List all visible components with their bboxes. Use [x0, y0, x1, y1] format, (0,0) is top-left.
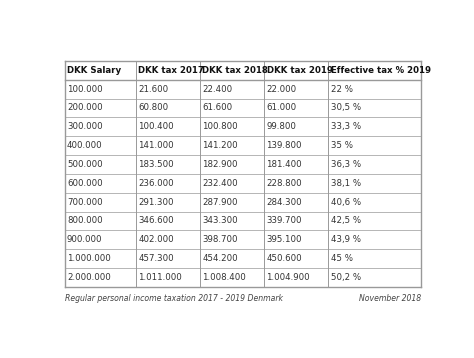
Text: 1.008.400: 1.008.400: [202, 273, 246, 282]
Text: 36,3 %: 36,3 %: [331, 160, 361, 169]
Text: 42,5 %: 42,5 %: [331, 217, 361, 226]
Text: 200.000: 200.000: [67, 103, 102, 112]
Text: 339.700: 339.700: [266, 217, 302, 226]
Text: 33,3 %: 33,3 %: [331, 122, 361, 131]
Text: 60.800: 60.800: [138, 103, 168, 112]
Text: 50,2 %: 50,2 %: [331, 273, 361, 282]
Text: 398.700: 398.700: [202, 235, 238, 244]
Text: DKK Salary: DKK Salary: [67, 66, 121, 75]
Text: DKK tax 2017: DKK tax 2017: [138, 66, 204, 75]
Text: 30,5 %: 30,5 %: [331, 103, 361, 112]
Text: 22.400: 22.400: [202, 84, 232, 94]
Text: 900.000: 900.000: [67, 235, 102, 244]
Text: 1.000.000: 1.000.000: [67, 254, 111, 263]
Text: 346.600: 346.600: [138, 217, 174, 226]
Text: 182.900: 182.900: [202, 160, 238, 169]
Text: 1.004.900: 1.004.900: [266, 273, 310, 282]
Text: 454.200: 454.200: [202, 254, 238, 263]
Text: 395.100: 395.100: [266, 235, 302, 244]
Text: 100.400: 100.400: [138, 122, 174, 131]
Text: 45 %: 45 %: [331, 254, 353, 263]
Text: 343.300: 343.300: [202, 217, 238, 226]
Text: 21.600: 21.600: [138, 84, 168, 94]
Text: 600.000: 600.000: [67, 179, 102, 188]
Text: 141.200: 141.200: [202, 141, 238, 150]
Text: 228.800: 228.800: [266, 179, 302, 188]
Text: 300.000: 300.000: [67, 122, 102, 131]
Text: 181.400: 181.400: [266, 160, 302, 169]
Text: 700.000: 700.000: [67, 198, 102, 207]
Text: 35 %: 35 %: [331, 141, 353, 150]
Text: 450.600: 450.600: [266, 254, 302, 263]
Text: 287.900: 287.900: [202, 198, 238, 207]
Text: 183.500: 183.500: [138, 160, 174, 169]
Text: 22.000: 22.000: [266, 84, 297, 94]
Text: 99.800: 99.800: [266, 122, 296, 131]
Text: 2.000.000: 2.000.000: [67, 273, 111, 282]
Text: 232.400: 232.400: [202, 179, 238, 188]
Text: 61.000: 61.000: [266, 103, 297, 112]
Text: DKK tax 2018: DKK tax 2018: [202, 66, 268, 75]
Text: 1.011.000: 1.011.000: [138, 273, 182, 282]
Text: 100.000: 100.000: [67, 84, 102, 94]
Text: DKK tax 2019: DKK tax 2019: [266, 66, 332, 75]
Text: 61.600: 61.600: [202, 103, 232, 112]
Text: 400.000: 400.000: [67, 141, 102, 150]
Text: Regular personal income taxation 2017 - 2019 Denmark: Regular personal income taxation 2017 - …: [65, 294, 283, 303]
Text: 139.800: 139.800: [266, 141, 302, 150]
Text: Effective tax % 2019: Effective tax % 2019: [331, 66, 431, 75]
Text: 141.000: 141.000: [138, 141, 174, 150]
Text: 40,6 %: 40,6 %: [331, 198, 361, 207]
Text: 43,9 %: 43,9 %: [331, 235, 361, 244]
Text: 100.800: 100.800: [202, 122, 238, 131]
Text: 800.000: 800.000: [67, 217, 102, 226]
Text: November 2018: November 2018: [359, 294, 421, 303]
Text: 500.000: 500.000: [67, 160, 102, 169]
Text: 38,1 %: 38,1 %: [331, 179, 361, 188]
Text: 402.000: 402.000: [138, 235, 174, 244]
Text: 236.000: 236.000: [138, 179, 174, 188]
Text: 284.300: 284.300: [266, 198, 302, 207]
Text: 22 %: 22 %: [331, 84, 353, 94]
Text: 291.300: 291.300: [138, 198, 174, 207]
Text: 457.300: 457.300: [138, 254, 174, 263]
